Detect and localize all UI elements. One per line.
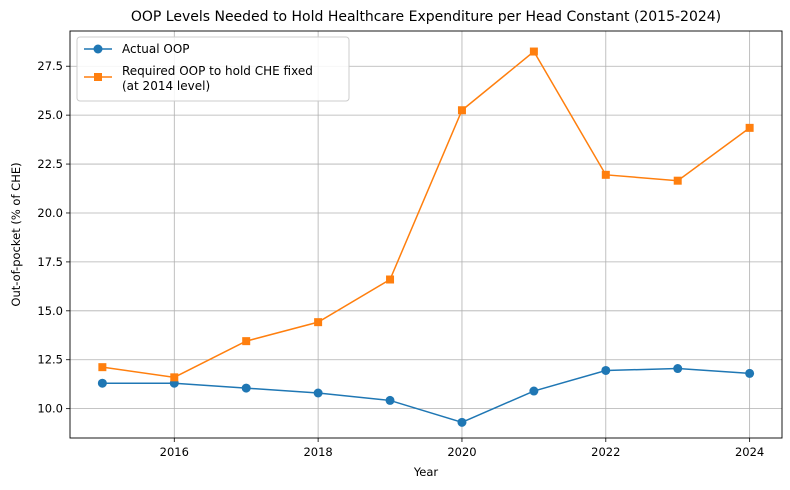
data-point-actual-oop — [673, 364, 683, 374]
y-tick-label: 17.5 — [37, 255, 63, 269]
x-tick-label: 2018 — [303, 445, 332, 459]
legend: Actual OOP Required OOP to hold CHE fixe… — [76, 36, 350, 102]
data-point-required-oop — [601, 170, 610, 179]
grid-lines — [70, 31, 782, 438]
series-line-0 — [102, 367, 750, 424]
data-point-actual-oop — [313, 388, 323, 398]
legend-label-actual-oop: Actual OOP — [122, 42, 190, 56]
data-point-actual-oop — [97, 378, 107, 388]
x-tick-label: 2020 — [447, 445, 476, 459]
data-point-actual-oop — [385, 395, 395, 405]
x-tick-label: 2024 — [735, 445, 764, 459]
y-tick-label: 25.0 — [37, 108, 63, 122]
data-point-required-oop — [673, 176, 682, 185]
data-point-required-oop — [170, 373, 179, 382]
data-point-required-oop — [386, 275, 395, 284]
y-tick-label: 22.5 — [37, 157, 63, 171]
x-tick-label: 2022 — [591, 445, 620, 459]
plot-frame — [69, 30, 783, 439]
chart-title: OOP Levels Needed to Hold Healthcare Exp… — [131, 9, 721, 25]
y-axis: 10.0 12.5 15.0 17.5 20.0 22.5 25.0 27.5 — [37, 59, 70, 416]
legend-entry-required-oop: Required OOP to hold CHE fixed (at 2014 … — [84, 64, 313, 93]
y-tick-label: 12.5 — [37, 353, 63, 367]
data-point-actual-oop — [601, 365, 611, 375]
y-tick-label: 27.5 — [37, 59, 63, 73]
y-tick-label: 15.0 — [37, 304, 63, 318]
legend-label-required-oop-line2: (at 2014 level) — [122, 79, 210, 93]
data-point-actual-oop — [241, 383, 251, 393]
data-point-required-oop — [457, 106, 466, 115]
y-axis-label: Out-of-pocket (% of CHE) — [9, 162, 23, 306]
series-line-1 — [102, 50, 751, 379]
y-tick-label: 10.0 — [37, 402, 63, 416]
legend-box — [76, 36, 350, 102]
x-tick-label: 2016 — [160, 445, 189, 459]
legend-marker-actual-oop — [93, 44, 103, 54]
data-point-actual-oop — [745, 368, 755, 378]
x-axis: 2016 2018 2020 2022 2024 — [160, 438, 764, 459]
data-point-required-oop — [242, 337, 251, 346]
data-point-required-oop — [529, 47, 538, 56]
data-point-required-oop — [314, 318, 323, 327]
legend-entry-actual-oop: Actual OOP — [84, 42, 190, 56]
series-layer — [97, 47, 755, 427]
x-axis-label: Year — [413, 465, 439, 479]
data-point-actual-oop — [529, 386, 539, 396]
data-point-required-oop — [98, 363, 107, 372]
legend-marker-required-oop — [94, 73, 102, 81]
data-point-actual-oop — [457, 417, 467, 427]
y-tick-label: 20.0 — [37, 206, 63, 220]
data-point-required-oop — [745, 123, 754, 132]
legend-label-required-oop: Required OOP to hold CHE fixed — [122, 64, 313, 78]
